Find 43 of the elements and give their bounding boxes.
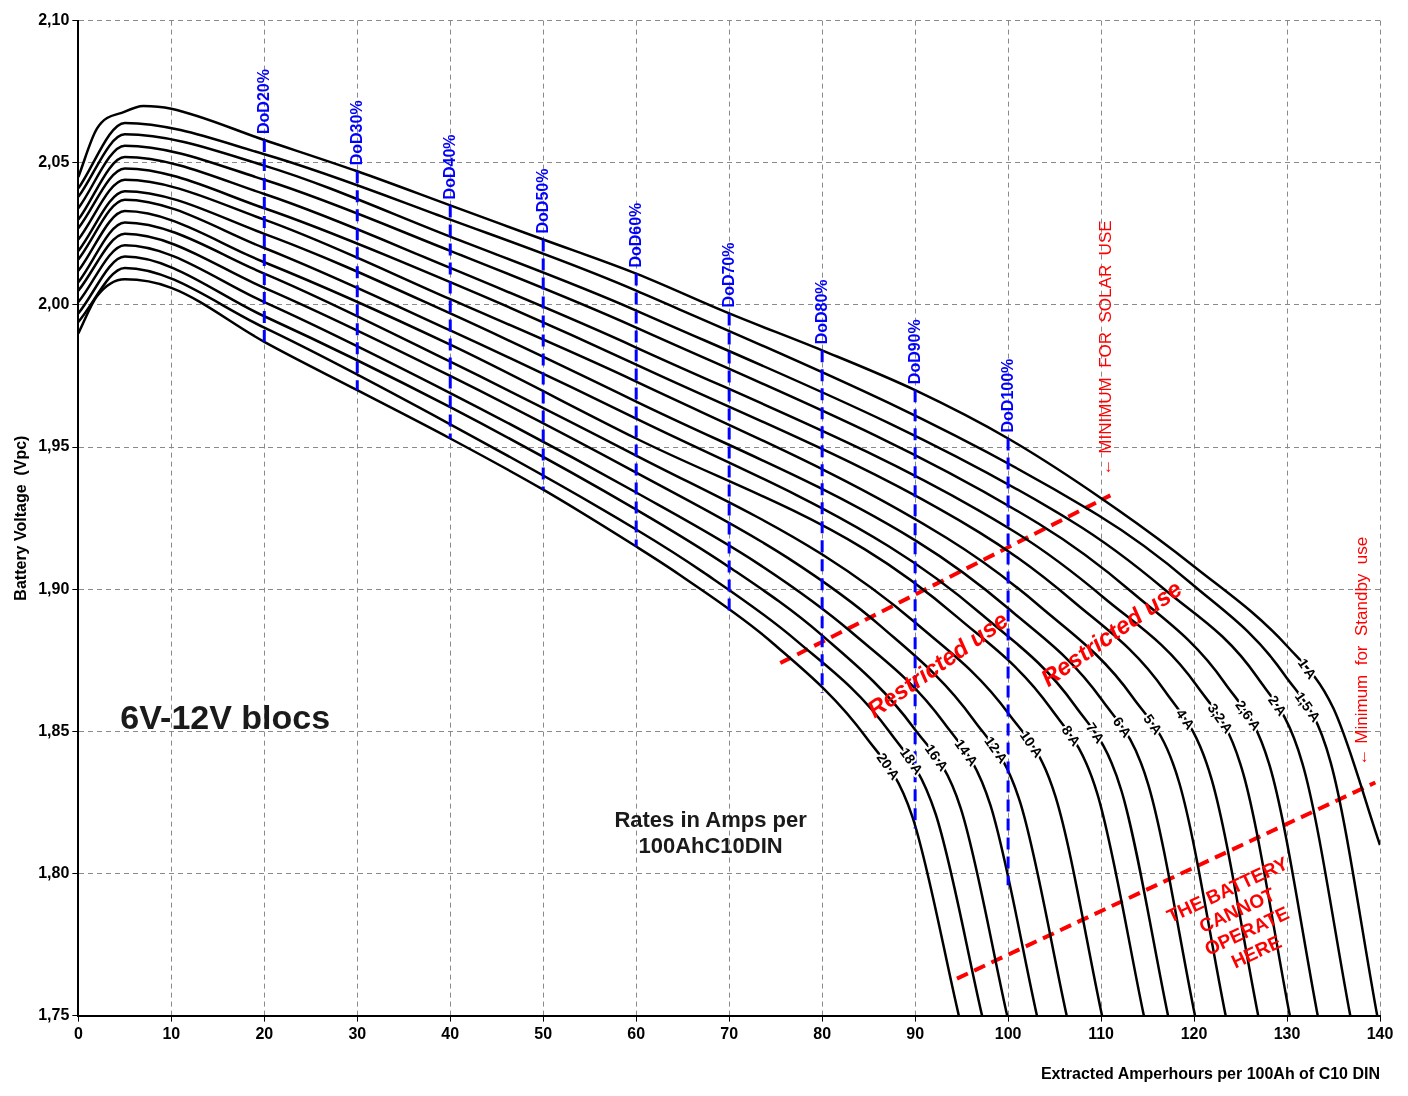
y-tick-label: 1,95 xyxy=(38,437,70,455)
x-tick-label: 20 xyxy=(255,1024,274,1042)
x-tick-label: 50 xyxy=(534,1024,553,1042)
x-axis-title: Extracted Amperhours per 100Ah of C10 DIN xyxy=(1040,1064,1380,1082)
ref-line-label: DoD70% xyxy=(719,242,737,308)
text: 2 A xyxy=(1264,692,1291,719)
y-tick-label: 1,75 xyxy=(38,1006,70,1024)
x-tick-label: 60 xyxy=(627,1024,646,1042)
x-tick-label: 130 xyxy=(1273,1024,1301,1042)
y-tick-label: 2,05 xyxy=(38,153,70,171)
y-axis-title: Battery Voltage (Vpc) xyxy=(12,435,30,601)
y-tick-label: 1,80 xyxy=(38,863,70,881)
x-tick-label: 0 xyxy=(73,1024,83,1042)
annotation: Rates in Amps per 100AhC10DIN xyxy=(614,806,808,858)
ref-line-label: DoD100% xyxy=(998,358,1016,433)
x-tick-label: 70 xyxy=(720,1024,739,1042)
ref-line-label: DoD60% xyxy=(626,202,644,268)
annotation: ← MINIMUM FOR SOLAR USE xyxy=(1096,220,1116,476)
text: 8 A xyxy=(1058,722,1084,749)
annotation: 6V-12V blocs xyxy=(120,698,331,737)
annotation: ← Minimum for Standby use xyxy=(1352,536,1372,766)
x-tick-label: 110 xyxy=(1088,1024,1115,1042)
ref-line-label: DoD20% xyxy=(254,69,272,134)
ref-line-label: DoD90% xyxy=(905,319,923,385)
ref-line-label: DoD30% xyxy=(347,100,365,166)
y-tick-label: 2,00 xyxy=(38,295,70,313)
y-tick-label: 1,90 xyxy=(38,579,70,597)
text: 14 A xyxy=(951,736,982,769)
ref-line-label: DoD50% xyxy=(533,168,551,234)
ref-line-label: DoD40% xyxy=(440,134,458,200)
x-tick-label: 90 xyxy=(906,1024,925,1042)
x-tick-label: 100 xyxy=(994,1024,1022,1042)
x-tick-label: 80 xyxy=(813,1024,832,1042)
x-tick-label: 40 xyxy=(441,1024,460,1042)
y-tick-label: 1,85 xyxy=(38,721,70,739)
text: 4 A xyxy=(1172,705,1199,733)
y-tick-label: 2,10 xyxy=(38,11,70,29)
x-tick-label: 120 xyxy=(1180,1024,1208,1042)
x-tick-label: 140 xyxy=(1366,1024,1394,1042)
x-tick-label: 10 xyxy=(162,1024,181,1042)
text: 10 A xyxy=(1016,727,1047,761)
x-tick-label: 30 xyxy=(348,1024,367,1042)
ref-line-label: DoD80% xyxy=(812,279,830,345)
